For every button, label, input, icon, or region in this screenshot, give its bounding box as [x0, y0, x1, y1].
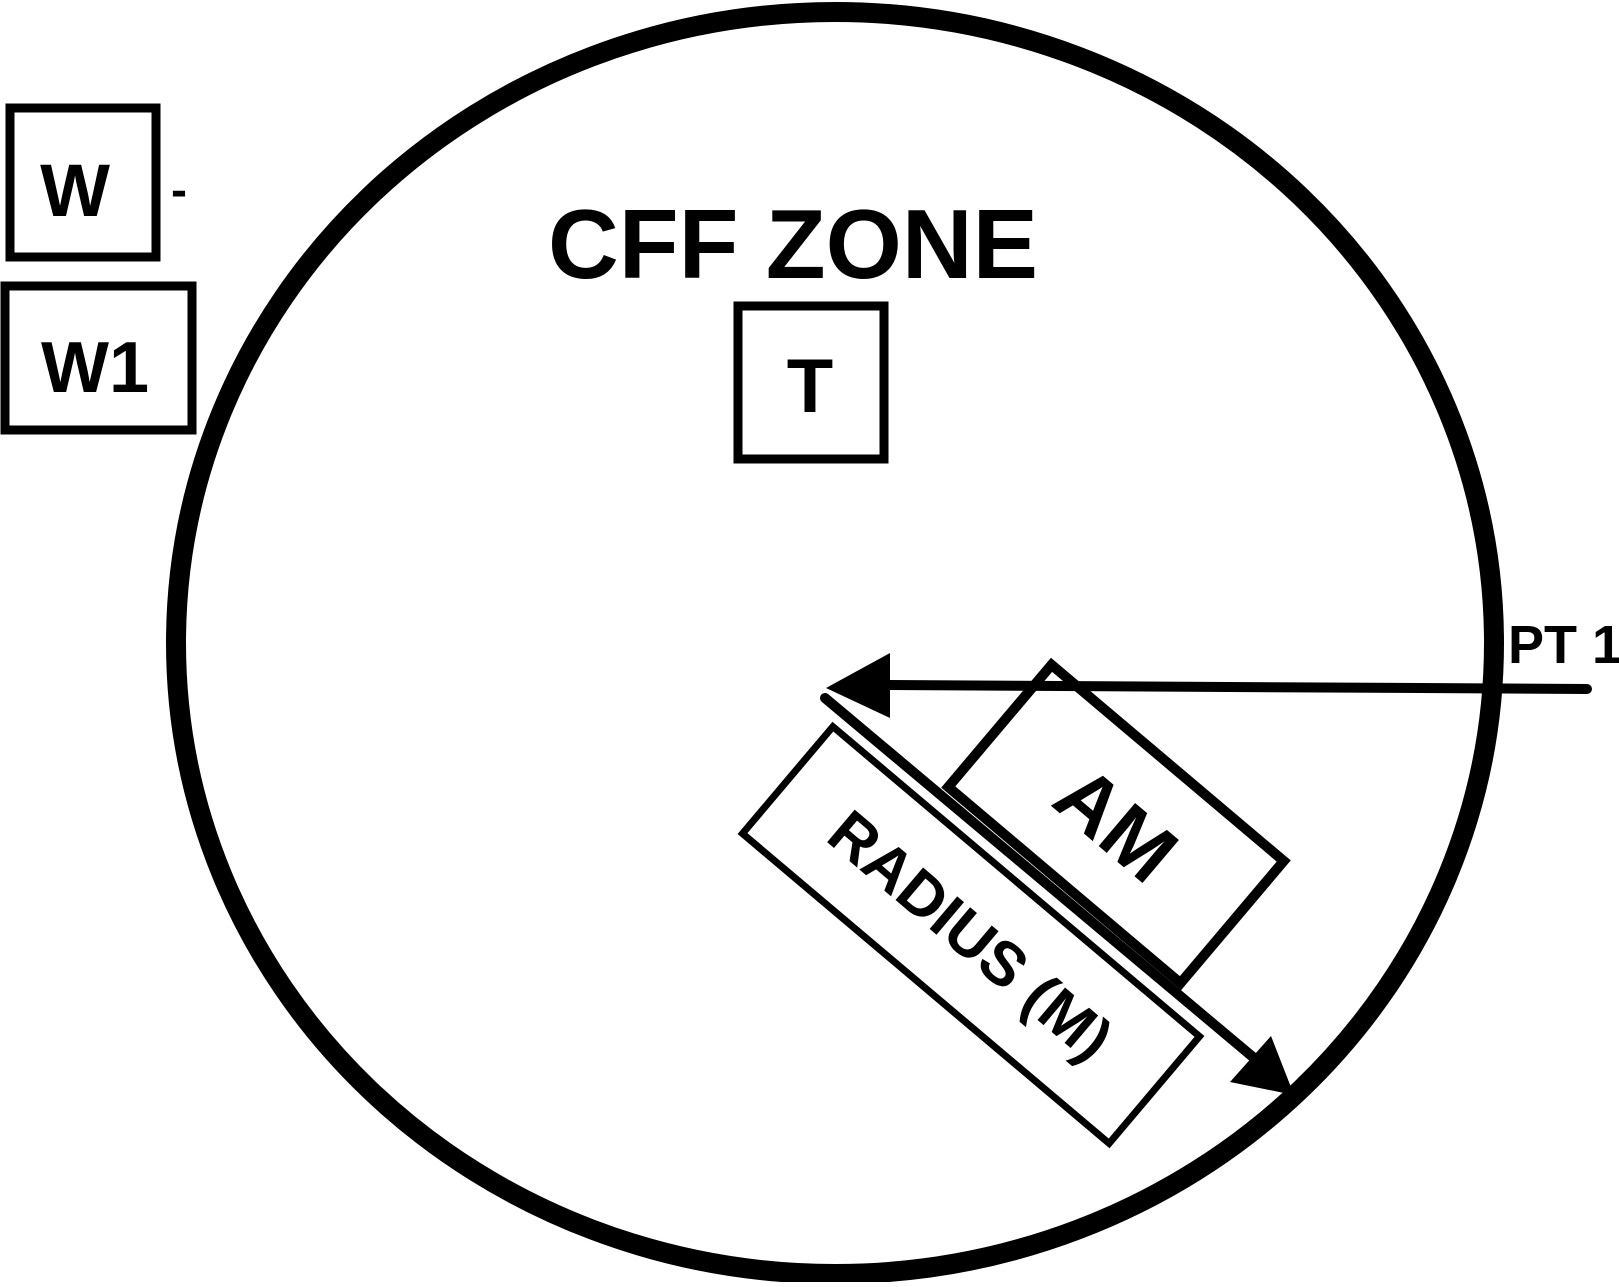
point-label: PT 1: [1508, 615, 1619, 675]
weapon-bottom-label: W1: [41, 328, 149, 408]
zone-title: CFF ZONE: [548, 189, 1038, 299]
radius-arrow-line: [820, 693, 1265, 1068]
radius-box: [737, 721, 1205, 1149]
weapon-top-label: W: [40, 149, 110, 232]
weapon-top-box: [5, 103, 161, 262]
weapon-bottom-box: [0, 281, 197, 435]
bearing-arrowhead-left: [826, 653, 890, 718]
amplifier-box: [941, 657, 1291, 991]
point-bearing-line: [875, 680, 1592, 694]
weapon-top-modifier: -: [171, 164, 187, 217]
center-symbol-label: T: [787, 344, 833, 429]
zone-circle: [166, 2, 1504, 1284]
radius-arrowhead: [1230, 1036, 1294, 1095]
center-symbol-box: [733, 301, 889, 464]
